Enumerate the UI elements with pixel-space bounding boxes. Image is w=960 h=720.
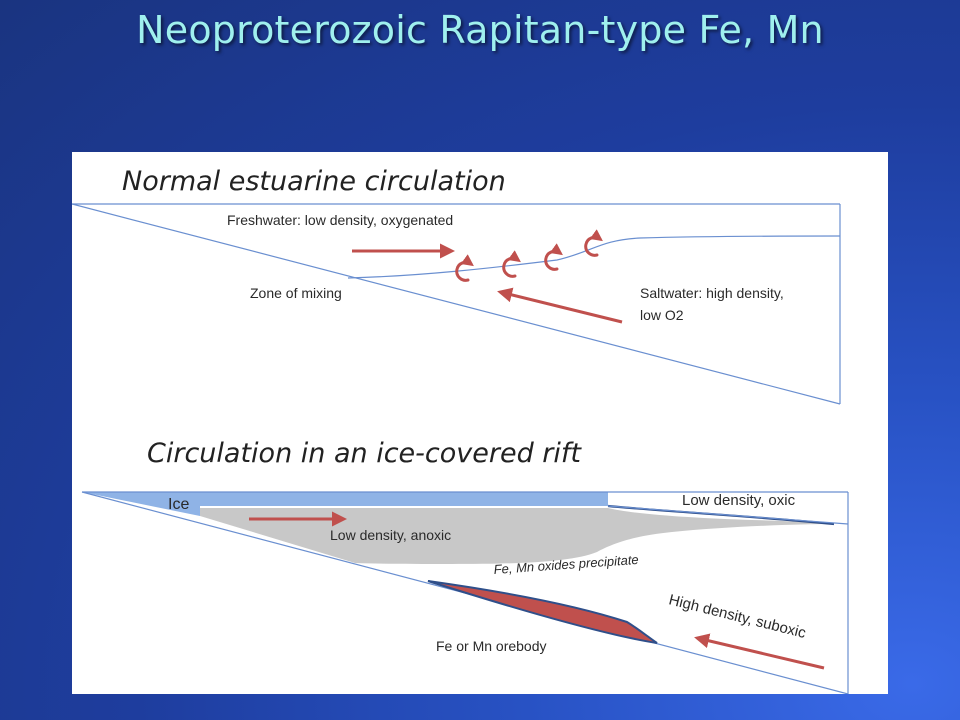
orebody-shape: [427, 580, 658, 644]
halocline-line: [347, 235, 841, 279]
anoxic-water-layer: [200, 508, 834, 564]
slide-title: Neoproterozoic Rapitan-type Fe, Mn: [136, 8, 824, 52]
top-heading: Normal estuarine circulation: [122, 166, 506, 197]
eddy-icon-1: [455, 254, 474, 282]
anoxic-label: Low density, anoxic: [330, 527, 451, 543]
bottom-heading: Circulation in an ice-covered rift: [147, 438, 582, 469]
suboxic-flow-arrow: [694, 633, 825, 670]
eddy-icon-4: [584, 229, 603, 257]
basin-floor-slope: [72, 203, 841, 405]
mixing-zone-label: Zone of mixing: [250, 285, 342, 301]
diagram-svg: Normal estuarine circulation Freshwater:…: [72, 166, 849, 694]
rift-interface-line: [607, 505, 849, 525]
eddy-icon-2: [502, 250, 521, 278]
ice-label: Ice: [168, 496, 189, 513]
orebody-label: Fe or Mn orebody: [436, 638, 547, 654]
mixing-eddies: [455, 229, 603, 282]
saltwater-label-line1: Saltwater: high density,: [640, 285, 784, 301]
freshwater-label: Freshwater: low density, oxygenated: [227, 212, 453, 228]
suboxic-label: High density, suboxic: [667, 591, 808, 642]
saltwater-label-line2: low O2: [640, 307, 684, 323]
oxic-label: Low density, oxic: [682, 492, 796, 509]
eddy-icon-3: [544, 243, 563, 271]
saltwater-flow-arrow: [497, 287, 623, 324]
ice-cover: [82, 492, 608, 516]
estuary-basin: [72, 203, 841, 405]
diagram-panel: Normal estuarine circulation Freshwater:…: [72, 152, 888, 694]
